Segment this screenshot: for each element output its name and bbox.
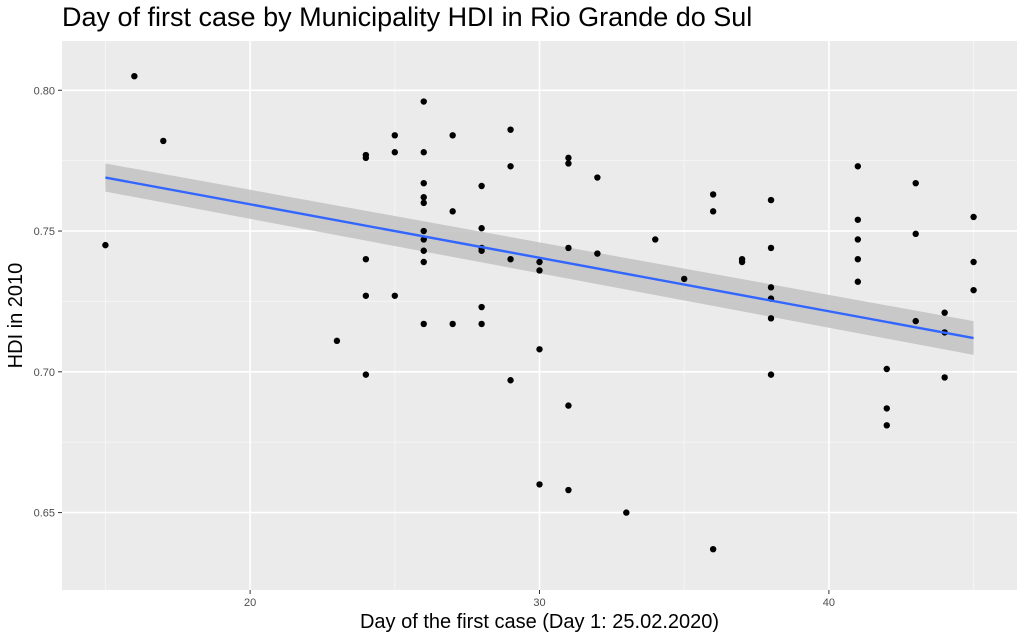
- data-point: [970, 213, 977, 221]
- data-point: [391, 132, 399, 139]
- x-tick-label: 30: [533, 597, 545, 609]
- data-point: [362, 371, 370, 378]
- data-point: [449, 132, 456, 139]
- data-point: [854, 236, 862, 243]
- data-point: [565, 160, 572, 167]
- data-point: [449, 208, 456, 215]
- data-point: [883, 422, 890, 429]
- data-point: [594, 250, 601, 257]
- chart-title: Day of first case by Municipality HDI in…: [62, 2, 752, 32]
- data-point: [362, 255, 370, 263]
- data-point: [767, 244, 775, 252]
- x-tick-label: 40: [823, 597, 835, 609]
- y-tick-label: 0.70: [34, 367, 55, 379]
- data-point: [767, 196, 775, 204]
- data-point: [767, 284, 775, 291]
- y-axis-title: HDI in 2010: [5, 263, 27, 369]
- data-point: [941, 374, 948, 381]
- data-point: [362, 154, 370, 162]
- data-point: [854, 255, 862, 263]
- data-point: [652, 236, 659, 243]
- data-point: [565, 154, 572, 162]
- data-points: [102, 72, 977, 553]
- data-point: [507, 163, 514, 170]
- data-point: [478, 303, 485, 311]
- data-point: [478, 320, 485, 328]
- data-point: [536, 258, 543, 266]
- data-point: [420, 227, 427, 235]
- data-point: [420, 179, 427, 187]
- x-tick-label: 20: [244, 597, 256, 609]
- y-tick-label: 0.80: [34, 85, 55, 97]
- x-axis: 20 30 40: [244, 590, 835, 609]
- data-point: [912, 179, 919, 187]
- trend-line: [105, 176, 974, 340]
- data-point: [565, 486, 572, 494]
- data-point: [102, 241, 109, 249]
- data-point: [420, 194, 427, 201]
- data-point: [478, 247, 485, 254]
- data-point: [854, 278, 862, 285]
- data-point: [767, 371, 775, 378]
- data-point: [970, 286, 977, 294]
- data-point: [449, 320, 456, 328]
- data-point: [420, 258, 427, 266]
- data-point: [623, 509, 630, 516]
- data-point: [478, 225, 485, 232]
- data-point: [391, 149, 399, 156]
- data-point: [333, 337, 341, 345]
- data-point: [970, 258, 977, 266]
- data-point: [709, 191, 717, 198]
- data-point: [420, 199, 427, 207]
- data-point: [420, 149, 427, 156]
- data-point: [912, 230, 919, 238]
- data-point: [362, 292, 370, 299]
- data-point: [420, 320, 427, 328]
- data-point: [420, 98, 427, 105]
- data-point: [709, 545, 717, 553]
- y-tick-label: 0.65: [34, 508, 55, 520]
- data-point: [680, 275, 688, 283]
- regression-line: [105, 176, 974, 340]
- y-axis: 0.65 0.70 0.75 0.80: [34, 85, 62, 520]
- data-point: [507, 377, 514, 384]
- data-point: [536, 346, 543, 353]
- data-point: [854, 216, 862, 223]
- data-point: [883, 365, 890, 373]
- data-point: [131, 72, 138, 80]
- data-point: [767, 315, 775, 322]
- y-tick-label: 0.75: [34, 226, 55, 238]
- data-point: [507, 126, 514, 133]
- data-point: [738, 258, 746, 266]
- data-point: [912, 317, 919, 325]
- data-point: [478, 182, 485, 190]
- data-point: [536, 481, 543, 488]
- data-point: [160, 137, 167, 145]
- data-point: [941, 309, 948, 316]
- data-point: [420, 247, 427, 254]
- data-point: [565, 244, 572, 252]
- data-point: [391, 292, 399, 299]
- data-point: [709, 208, 717, 215]
- data-point: [565, 402, 572, 409]
- data-point: [854, 163, 862, 170]
- data-point: [536, 267, 543, 274]
- x-axis-title: Day of the first case (Day 1: 25.02.2020…: [360, 611, 719, 633]
- data-point: [883, 405, 890, 412]
- data-point: [507, 255, 514, 263]
- data-point: [594, 174, 601, 181]
